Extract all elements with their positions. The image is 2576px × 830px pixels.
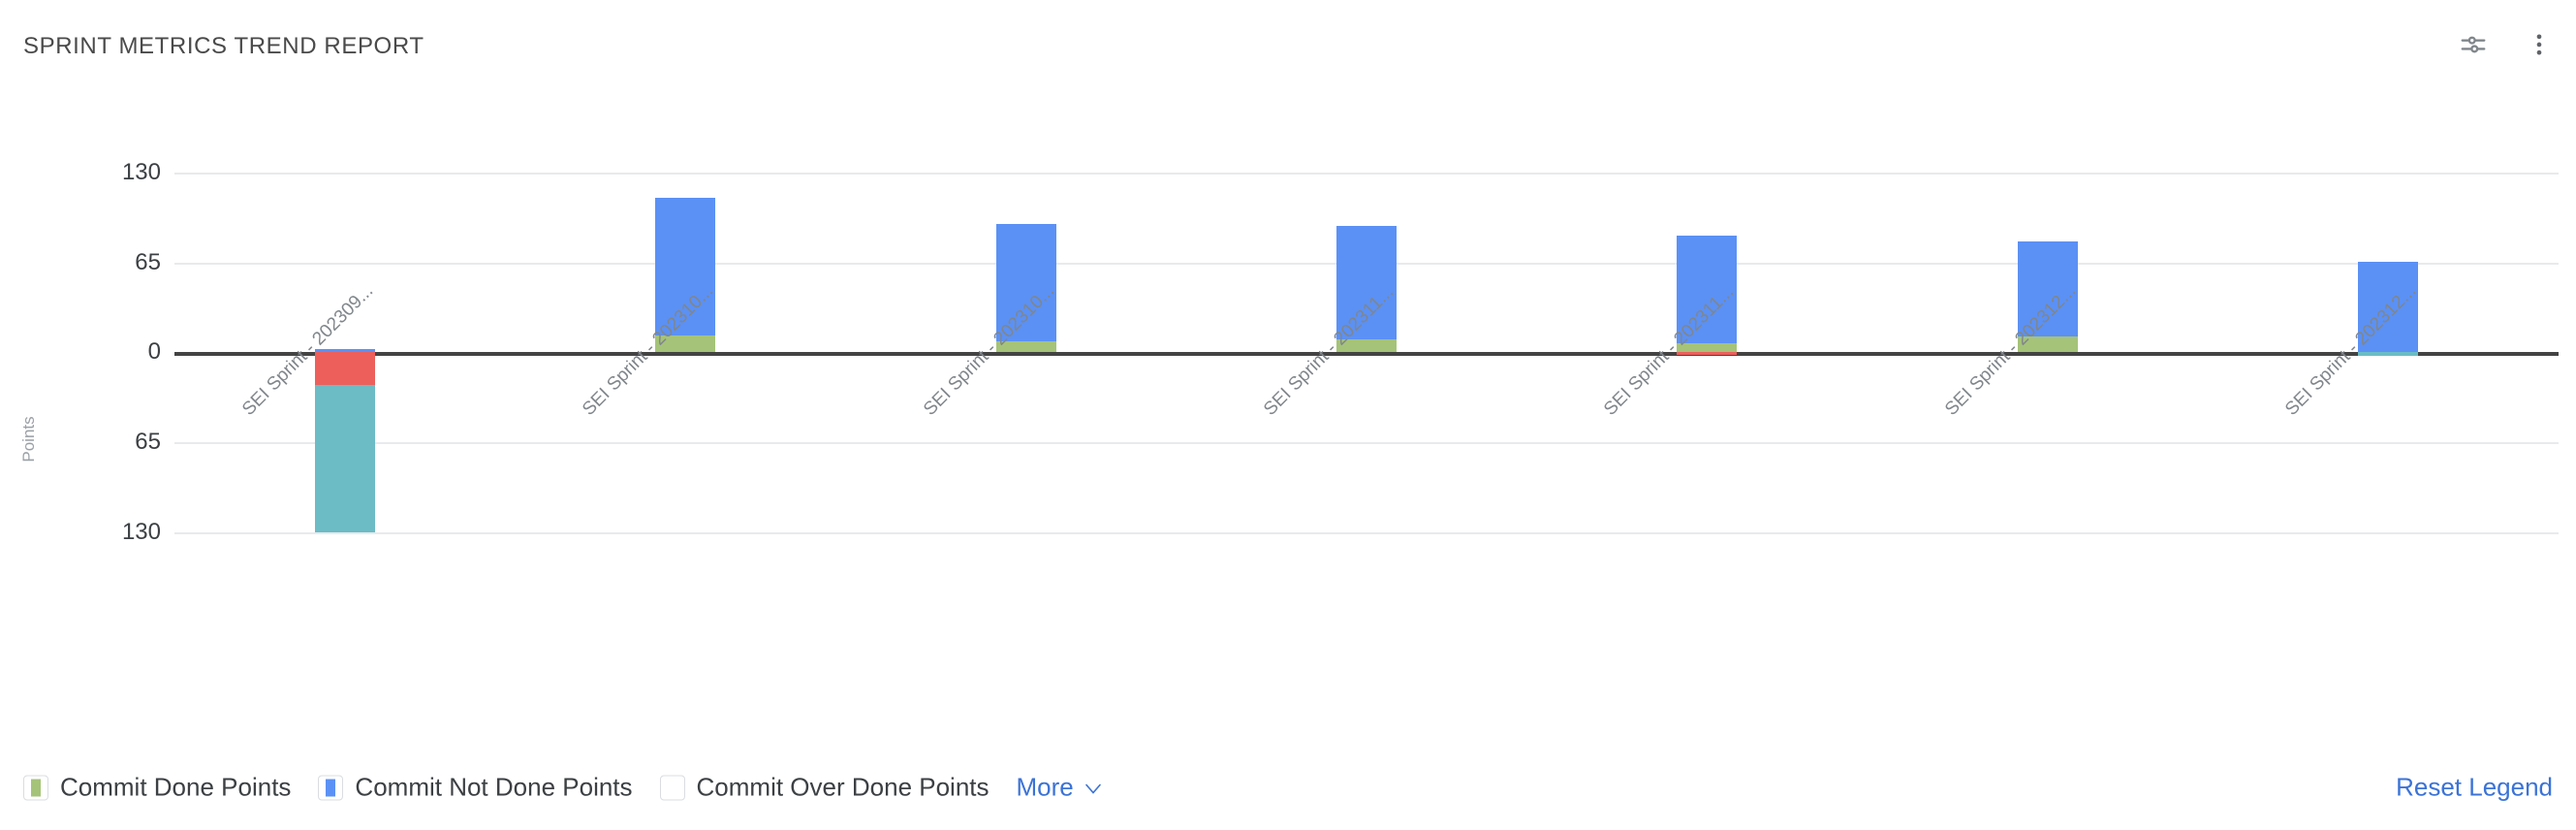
bar-group[interactable] <box>995 85 1056 745</box>
legend-item[interactable]: Commit Over Done Points <box>659 772 990 803</box>
bar-segment[interactable] <box>1336 339 1397 352</box>
sliders-icon <box>2459 30 2488 64</box>
y-tick-label: 0 <box>147 338 161 365</box>
bar-segment[interactable] <box>2017 336 2078 352</box>
bar-segment[interactable] <box>314 385 375 532</box>
y-tick-label: 65 <box>135 429 161 455</box>
legend-item-label: Commit Over Done Points <box>696 772 990 802</box>
bar-segment[interactable] <box>314 352 375 386</box>
bar-segment[interactable] <box>995 224 1056 341</box>
legend-item[interactable]: Commit Not Done Points <box>318 772 633 803</box>
chevron-down-icon <box>1082 776 1105 799</box>
legend-swatch <box>659 775 685 800</box>
bar-segment[interactable] <box>1677 352 1738 355</box>
bar-segment[interactable] <box>314 349 375 352</box>
legend-more-label: More <box>1016 772 1074 802</box>
gridline-130-negative <box>174 532 2559 534</box>
legend-swatch <box>318 775 344 800</box>
legend-more-button[interactable]: More <box>1017 773 1105 803</box>
bar-segment[interactable] <box>1336 225 1397 340</box>
y-axis-ticks: 130 65 0 65 130 <box>0 85 161 745</box>
gridline-65-negative <box>174 442 2559 444</box>
chart-plot-area: Points 130 65 0 65 130 SEI Sprint - 2023… <box>0 85 2576 745</box>
bar-group[interactable] <box>1336 85 1397 745</box>
bar-segment[interactable] <box>995 340 1056 352</box>
bar-segment[interactable] <box>655 335 716 352</box>
bar-segment[interactable] <box>2017 240 2078 337</box>
settings-button[interactable] <box>2454 27 2493 66</box>
bars-container: SEI Sprint - 202309... SEI Sprint - 20231… <box>174 85 2559 745</box>
reset-legend-button[interactable]: Reset Legend <box>2396 772 2553 802</box>
bar-segment[interactable] <box>2358 262 2419 352</box>
bar-group[interactable] <box>314 85 375 745</box>
legend-items: Commit Done Points Commit Not Done Points… <box>23 773 1105 803</box>
bar-segment[interactable] <box>1677 235 1738 344</box>
legend-item[interactable]: Commit Done Points <box>23 773 291 803</box>
more-vertical-icon <box>2526 31 2553 63</box>
gridline-130-positive <box>174 173 2559 175</box>
legend-item-label: Commit Not Done Points <box>355 772 633 802</box>
legend-swatch-fill <box>31 779 41 796</box>
bar-group[interactable] <box>2358 85 2419 745</box>
y-tick-label: 130 <box>121 519 161 545</box>
bar-group[interactable] <box>1677 85 1738 745</box>
bar-group[interactable] <box>2017 85 2078 745</box>
bar-group[interactable] <box>655 85 716 745</box>
legend-swatch-fill <box>326 779 336 796</box>
legend-swatch <box>23 775 48 800</box>
bar-segment[interactable] <box>2358 352 2419 357</box>
page-title: SPRINT METRICS TREND REPORT <box>23 33 424 59</box>
widget-header: SPRINT METRICS TREND REPORT <box>0 0 2576 85</box>
header-actions <box>2454 27 2559 66</box>
bar-segment[interactable] <box>1677 343 1738 352</box>
more-menu-button[interactable] <box>2520 27 2559 66</box>
zero-axis-line <box>174 352 2559 356</box>
chart-legend: Commit Done Points Commit Not Done Points… <box>0 745 2576 830</box>
y-tick-label: 65 <box>135 249 161 275</box>
bar-segment[interactable] <box>655 198 716 335</box>
legend-item-label: Commit Done Points <box>60 772 292 802</box>
y-tick-label: 130 <box>121 159 161 185</box>
